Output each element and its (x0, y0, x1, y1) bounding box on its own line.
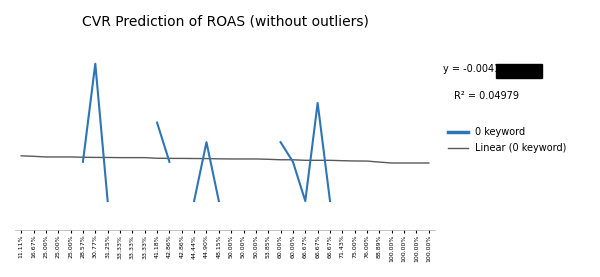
Bar (496, 64, 542, 78)
Title: CVR Prediction of ROAS (without outliers): CVR Prediction of ROAS (without outliers… (82, 15, 368, 29)
Text: R² = 0.04979: R² = 0.04979 (454, 91, 519, 101)
Text: y = -0.0041x: y = -0.0041x (443, 64, 506, 74)
Legend: 0 keyword, Linear (0 keyword): 0 keyword, Linear (0 keyword) (448, 127, 567, 153)
